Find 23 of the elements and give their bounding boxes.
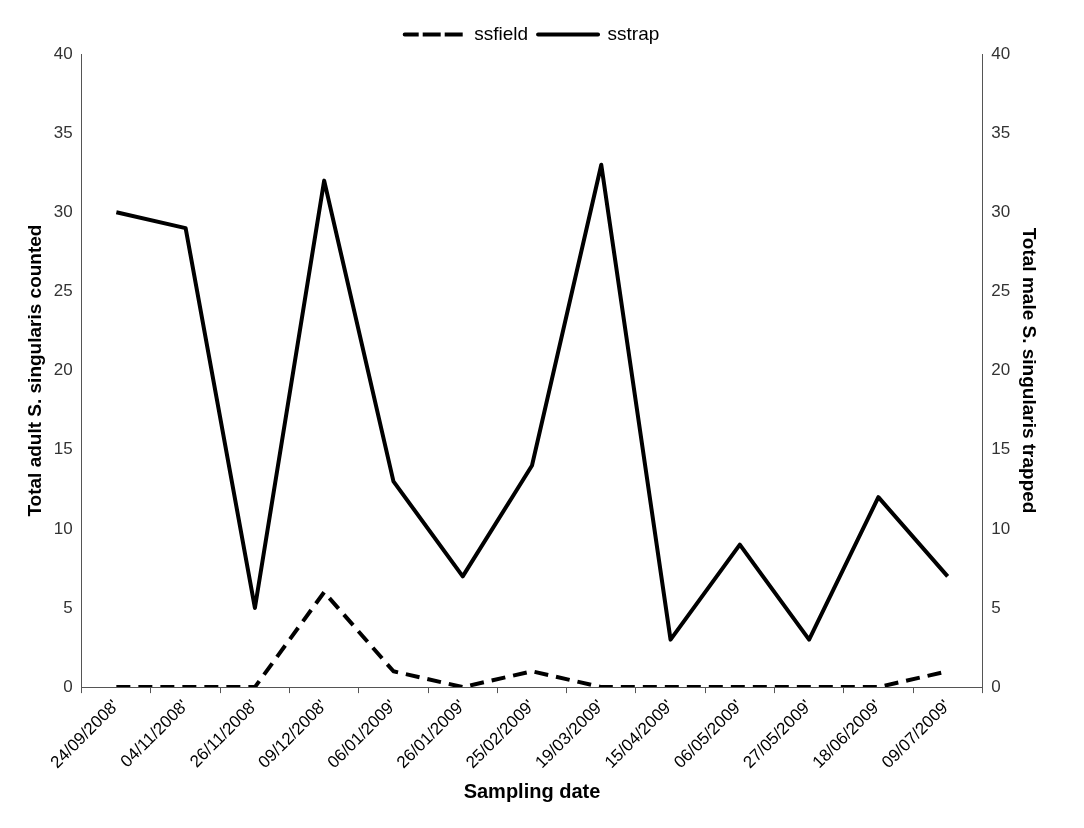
y-axis-title: Total adult S. singularis counted (23, 224, 45, 517)
y-tick-label: 10 (53, 518, 73, 538)
y2-tick-label: 25 (991, 281, 1011, 301)
y2-tick-label: 20 (991, 360, 1011, 380)
y-tick-label: 15 (53, 439, 73, 459)
y2-tick-label: 35 (991, 122, 1011, 142)
y-tick-label: 40 (53, 43, 73, 63)
y2-tick-label: 40 (991, 43, 1011, 63)
y-tick-label: 0 (63, 676, 73, 696)
x-axis-title: Sampling date (463, 779, 601, 802)
y2-tick-label: 30 (991, 201, 1011, 221)
y2-axis-title: Total male S. singularis trapped (1019, 227, 1041, 514)
y-tick-label: 25 (53, 281, 73, 301)
y2-tick-label: 10 (991, 518, 1011, 538)
y-tick-label: 35 (53, 122, 73, 142)
legend-label: sstrap (607, 22, 660, 44)
y2-tick-label: 5 (991, 597, 1001, 617)
y-tick-label: 5 (63, 597, 73, 617)
y2-tick-label: 15 (991, 439, 1011, 459)
y-tick-label: 30 (53, 201, 73, 221)
y2-tick-label: 0 (991, 676, 1001, 696)
legend-label: ssfield (474, 22, 529, 44)
y-tick-label: 20 (53, 360, 73, 380)
